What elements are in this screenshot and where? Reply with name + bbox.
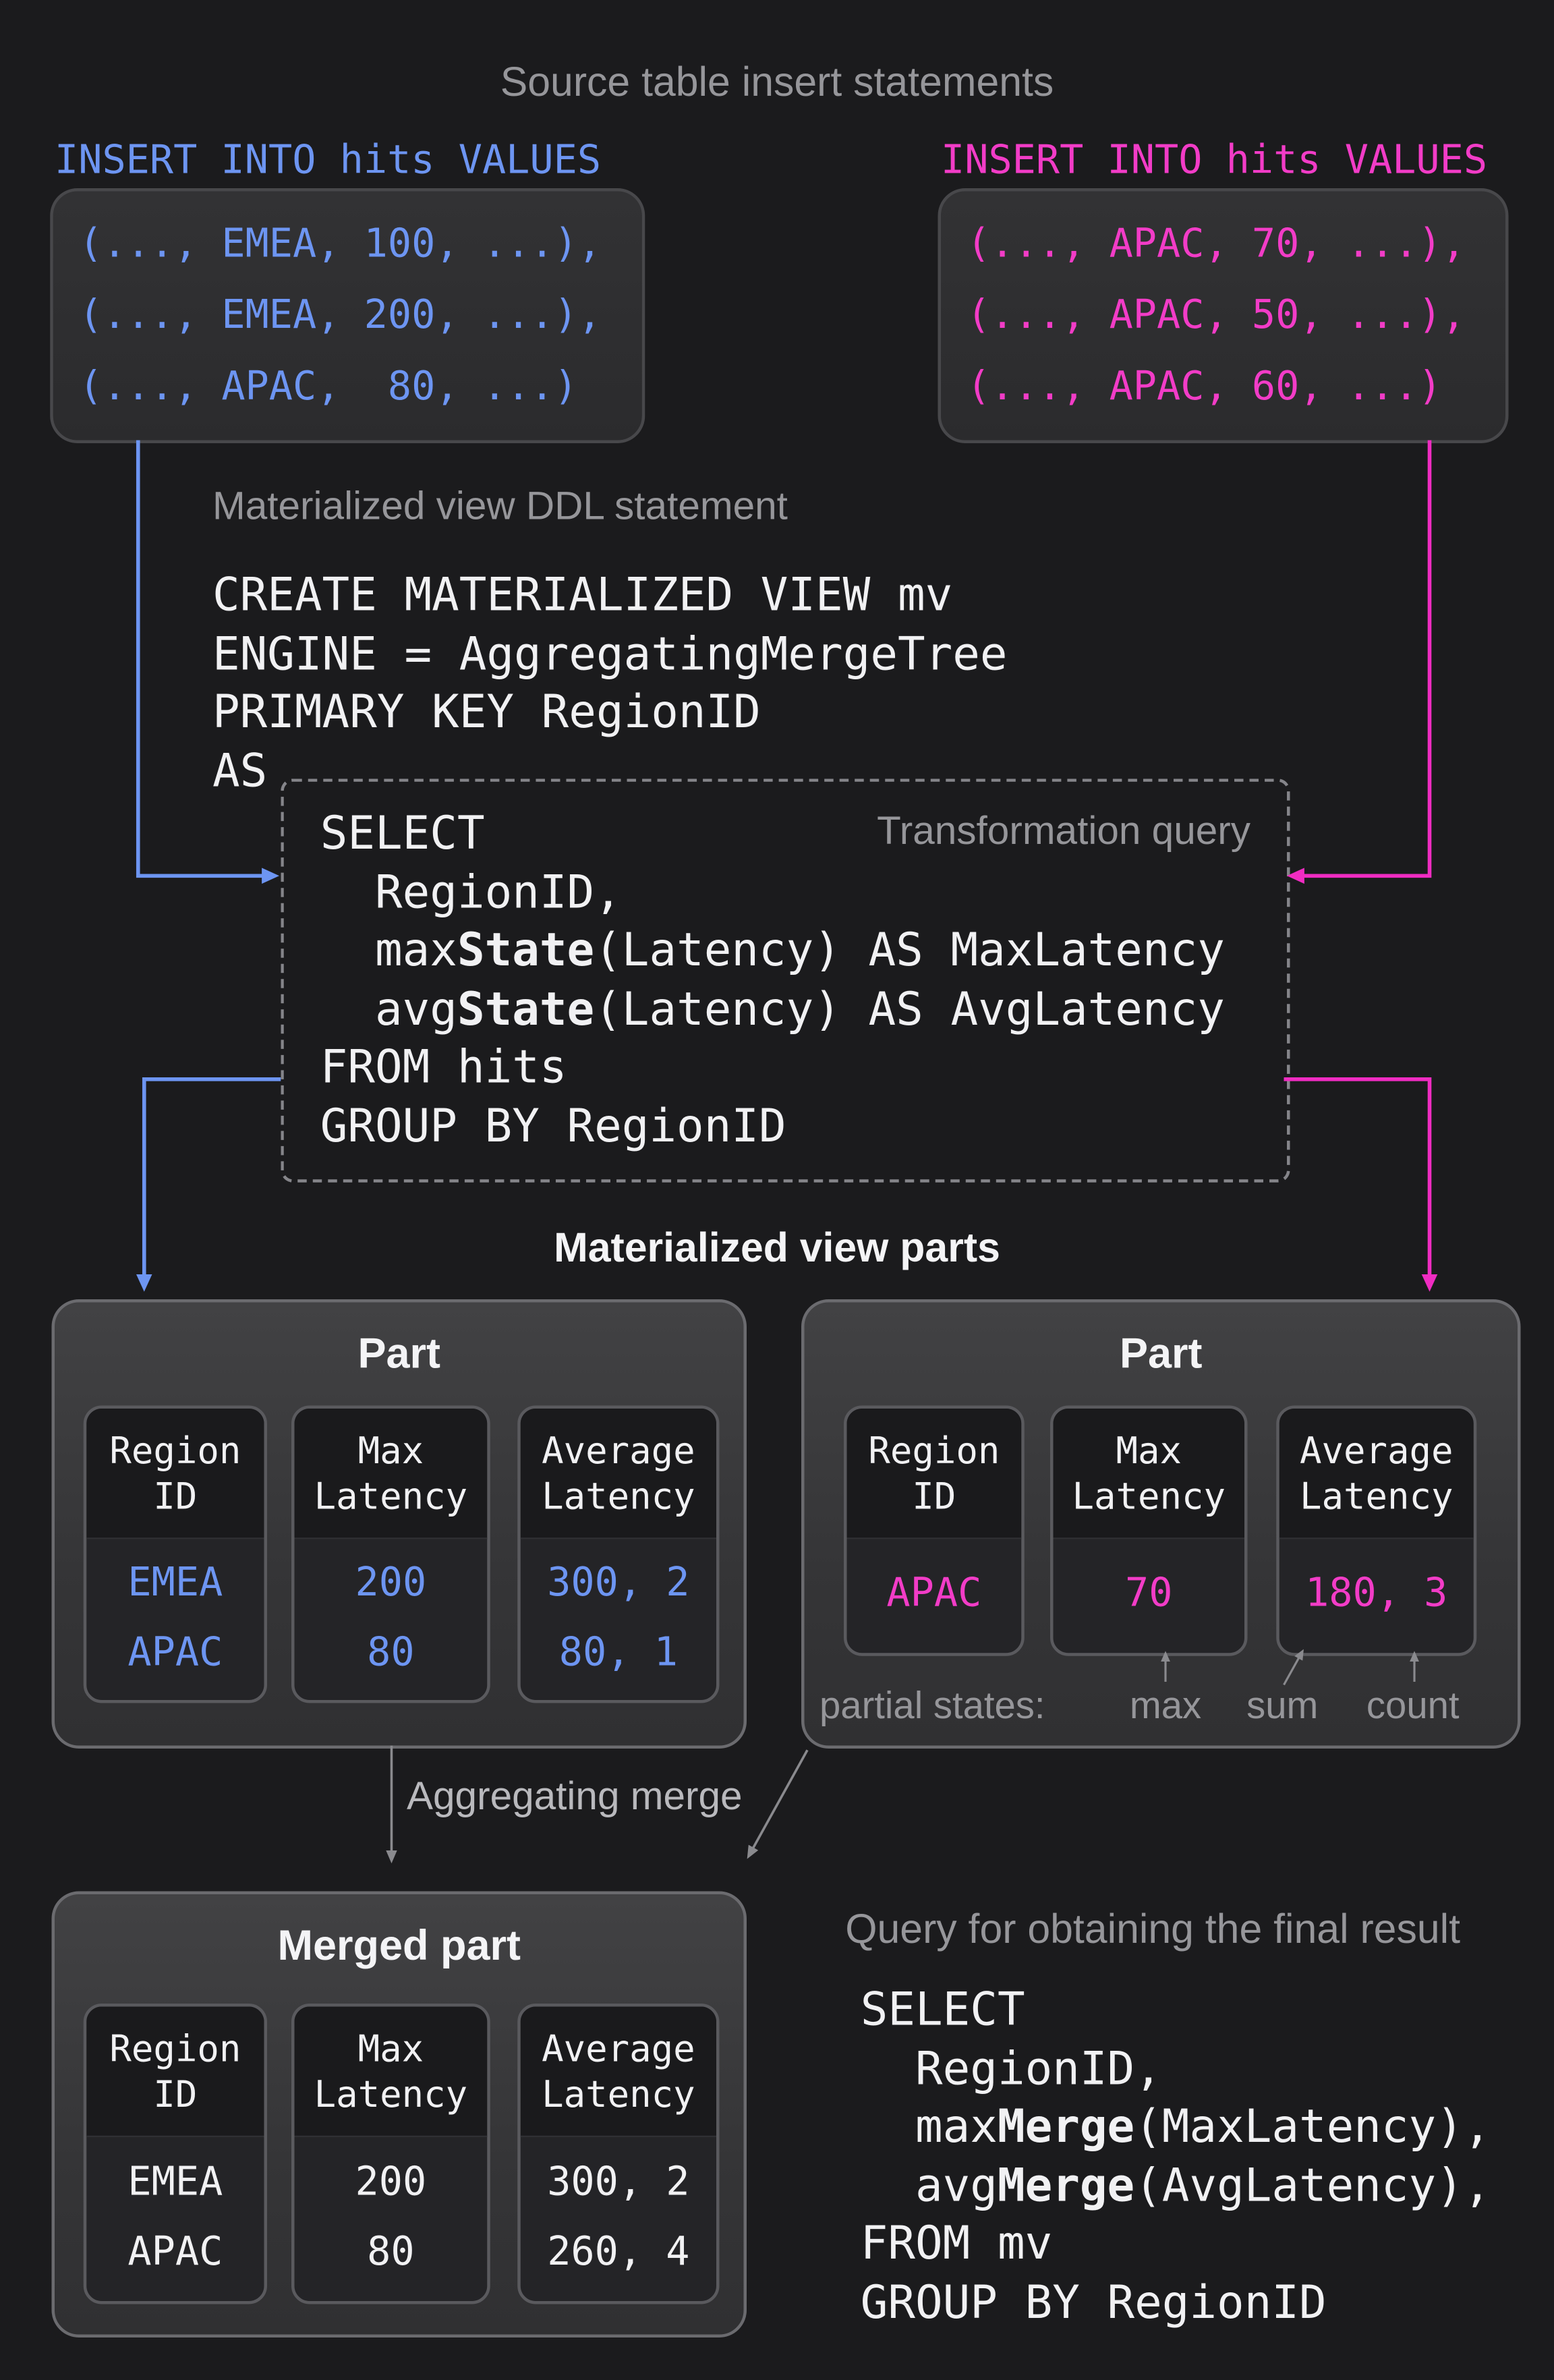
column-average-latency: Average Latency 300, 2 80, 1 bbox=[517, 1405, 720, 1703]
cell-value: EMEA bbox=[127, 2159, 223, 2205]
code-line: RegionID, bbox=[860, 2042, 1162, 2096]
code-line: maxMerge(MaxLatency), bbox=[860, 2101, 1491, 2155]
part-box-left: Part Region ID EMEA APAC Max Latency 200… bbox=[51, 1299, 747, 1749]
cell-value: 180, 3 bbox=[1305, 1570, 1448, 1617]
column-header: Region ID bbox=[86, 2006, 264, 2137]
column-header: Max Latency bbox=[294, 2006, 488, 2137]
merged-part-title: Merged part bbox=[277, 1921, 521, 1969]
insert-row: (..., APAC, 70, ...), bbox=[967, 221, 1466, 266]
cell-value: 200 bbox=[355, 1559, 427, 1606]
partial-state-count: count bbox=[1366, 1684, 1460, 1728]
column-region-id: Region ID EMEA APAC bbox=[83, 2004, 267, 2304]
insert-row: (..., EMEA, 100, ...), bbox=[79, 221, 602, 266]
cell-value: 80 bbox=[367, 1629, 415, 1675]
column-values: 70 bbox=[1054, 1539, 1245, 1649]
column-values: 200 80 bbox=[295, 2137, 488, 2296]
left-insert-heading: INSERT INTO hits VALUES bbox=[55, 138, 602, 184]
aggregating-merge-label: Aggregating merge bbox=[407, 1773, 743, 1819]
column-max-latency: Max Latency 200 80 bbox=[291, 2004, 490, 2304]
part-title: Part bbox=[357, 1330, 441, 1377]
column-values: 200 80 bbox=[295, 1539, 488, 1696]
merged-part-box: Merged part Region ID EMEA APAC Max Late… bbox=[51, 1891, 747, 2338]
ddl-label: Materialized view DDL statement bbox=[212, 482, 788, 529]
code-line: GROUP BY RegionID bbox=[860, 2276, 1327, 2330]
right-insert-box: (..., APAC, 70, ...), (..., APAC, 50, ..… bbox=[938, 188, 1509, 443]
cell-value: 200 bbox=[355, 2159, 427, 2205]
ddl-code: CREATE MATERIALIZED VIEW mv ENGINE = Agg… bbox=[212, 568, 1008, 802]
final-query-label: Query for obtaining the final result bbox=[845, 1906, 1461, 1952]
transformation-query-box: Transformation query SELECT RegionID, ma… bbox=[281, 778, 1290, 1183]
code-line: ENGINE = AggregatingMergeTree bbox=[212, 627, 1008, 681]
cell-value: 70 bbox=[1125, 1570, 1173, 1617]
cell-value: APAC bbox=[127, 1629, 223, 1675]
column-average-latency: Average Latency 300, 2 260, 4 bbox=[517, 2004, 720, 2304]
cell-value: 300, 2 bbox=[547, 2159, 690, 2205]
code-line: CREATE MATERIALIZED VIEW mv bbox=[212, 569, 953, 623]
code-line: RegionID, bbox=[320, 866, 622, 919]
partial-state-max: max bbox=[1129, 1684, 1202, 1728]
cell-value: EMEA bbox=[127, 1559, 223, 1606]
column-header: Max Latency bbox=[294, 1409, 488, 1539]
column-max-latency: Max Latency 70 bbox=[1050, 1405, 1248, 1656]
column-values: 300, 2 260, 4 bbox=[521, 2137, 716, 2296]
cell-value: 80, 1 bbox=[558, 1629, 678, 1675]
code-line: FROM mv bbox=[860, 2218, 1053, 2271]
code-line: maxState(Latency) AS MaxLatency bbox=[320, 924, 1225, 978]
code-line: GROUP BY RegionID bbox=[320, 1100, 786, 1154]
column-header: Average Latency bbox=[520, 2006, 716, 2137]
cell-value: APAC bbox=[127, 2229, 223, 2275]
partial-state-sum: sum bbox=[1246, 1684, 1319, 1728]
right-insert-heading: INSERT INTO hits VALUES bbox=[941, 138, 1488, 184]
column-max-latency: Max Latency 200 80 bbox=[291, 1405, 490, 1703]
column-region-id: Region ID EMEA APAC bbox=[83, 1405, 267, 1703]
left-insert-box: (..., EMEA, 100, ...), (..., EMEA, 200, … bbox=[50, 188, 645, 443]
column-values: EMEA APAC bbox=[86, 1539, 264, 1696]
column-average-latency: Average Latency 180, 3 bbox=[1276, 1405, 1477, 1656]
column-values: 180, 3 bbox=[1279, 1539, 1474, 1649]
code-line: SELECT bbox=[860, 1983, 1025, 2037]
materialized-view-parts-title: Materialized view parts bbox=[554, 1224, 1000, 1271]
final-query-code: SELECT RegionID, maxMerge(MaxLatency), a… bbox=[861, 1983, 1491, 2334]
code-line: avgState(Latency) AS AvgLatency bbox=[320, 983, 1225, 1037]
cell-value: 260, 4 bbox=[547, 2229, 690, 2275]
arrow-right-part-to-merged bbox=[747, 1749, 809, 1859]
part-title: Part bbox=[1119, 1330, 1203, 1377]
partial-states-label: partial states: bbox=[819, 1684, 1045, 1728]
column-values: 300, 2 80, 1 bbox=[521, 1539, 716, 1696]
column-header: Region ID bbox=[846, 1409, 1022, 1539]
code-line: PRIMARY KEY RegionID bbox=[212, 686, 761, 740]
insert-row: (..., EMEA, 200, ...), bbox=[79, 292, 602, 338]
column-header: Max Latency bbox=[1053, 1409, 1244, 1539]
column-region-id: Region ID APAC bbox=[844, 1405, 1025, 1656]
column-header: Region ID bbox=[86, 1409, 264, 1539]
column-values: APAC bbox=[847, 1539, 1022, 1649]
column-values: EMEA APAC bbox=[86, 2137, 264, 2296]
column-header: Average Latency bbox=[520, 1409, 716, 1539]
code-line: avgMerge(AvgLatency), bbox=[860, 2159, 1491, 2213]
insert-row: (..., APAC, 50, ...), bbox=[967, 292, 1466, 338]
transformation-query-code: SELECT RegionID, maxState(Latency) AS Ma… bbox=[320, 806, 1225, 1158]
column-header: Average Latency bbox=[1279, 1409, 1474, 1539]
code-line: FROM hits bbox=[320, 1042, 567, 1096]
source-inserts-title: Source table insert statements bbox=[500, 59, 1054, 105]
cell-value: 300, 2 bbox=[547, 1559, 690, 1606]
insert-row: (..., APAC, 80, ...) bbox=[79, 363, 578, 409]
cell-value: APAC bbox=[886, 1570, 982, 1617]
code-line: SELECT bbox=[320, 808, 485, 861]
arrow-right-insert-to-query bbox=[1287, 440, 1432, 884]
transformation-query-label: Transformation query bbox=[877, 808, 1250, 853]
part-box-right: Part Region ID APAC Max Latency 70 Avera… bbox=[801, 1299, 1521, 1749]
insert-row: (..., APAC, 60, ...) bbox=[967, 363, 1442, 409]
cell-value: 80 bbox=[367, 2229, 415, 2275]
